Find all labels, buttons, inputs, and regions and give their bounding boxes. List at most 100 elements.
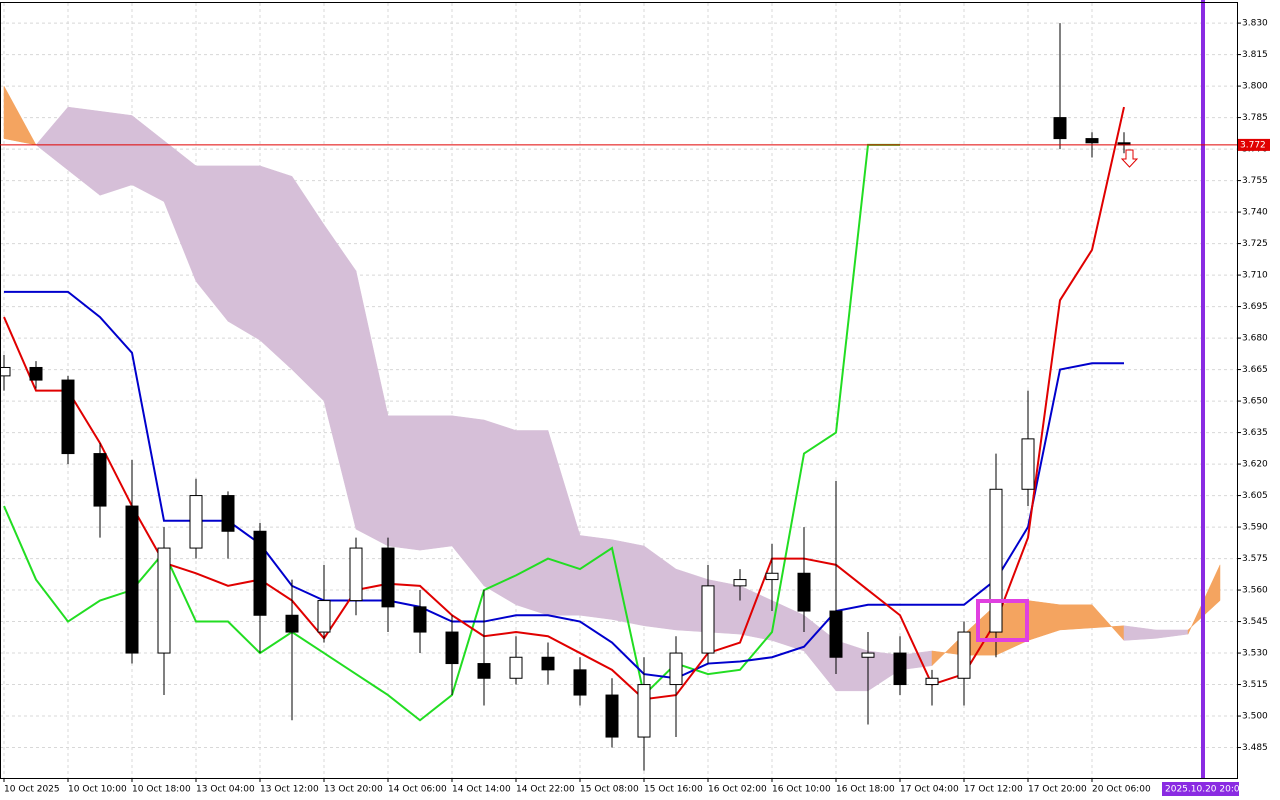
x-tick-label: 10 Oct 10:00	[68, 785, 127, 795]
candle-body	[637, 684, 651, 738]
x-tick-label: 20 Oct 06:00	[1092, 785, 1151, 795]
x-tick-label: 10 Oct 18:00	[132, 785, 191, 795]
plot-frame	[0, 2, 1238, 779]
candle-body	[925, 677, 939, 686]
candle-body	[893, 652, 907, 686]
candle-body	[253, 530, 267, 616]
candle-body	[989, 488, 1003, 633]
candle-body	[1053, 117, 1067, 140]
y-tick-label: 3.830	[1242, 19, 1268, 29]
y-tick-label: 3.695	[1242, 302, 1268, 312]
x-tick-label: 14 Oct 14:00	[452, 785, 511, 795]
y-tick-label: 3.590	[1242, 523, 1268, 533]
y-tick-label: 3.815	[1242, 50, 1268, 60]
y-tick-label: 3.605	[1242, 491, 1268, 501]
y-tick-label: 3.680	[1242, 334, 1268, 344]
candle-body	[445, 631, 459, 665]
last-price-label: 3.772	[1240, 140, 1266, 150]
x-tick-label: 16 Oct 10:00	[772, 785, 831, 795]
cloud-segment	[3, 85, 37, 146]
x-tick-label: 14 Oct 06:00	[388, 785, 447, 795]
candle-body	[29, 366, 43, 381]
candle-body	[0, 366, 11, 377]
candle-body	[829, 610, 843, 658]
x-tick-label: 14 Oct 22:00	[516, 785, 575, 795]
candle-body	[669, 652, 683, 686]
x-tick-label: 13 Oct 04:00	[196, 785, 255, 795]
y-tick-label: 3.785	[1242, 113, 1268, 123]
y-tick-label: 3.530	[1242, 649, 1268, 659]
x-tick-label: 17 Oct 04:00	[900, 785, 959, 795]
cloud-segment	[1059, 604, 1093, 631]
y-tick-label: 3.725	[1242, 239, 1268, 249]
candle-body	[957, 631, 971, 679]
y-tick-label: 3.500	[1242, 712, 1268, 722]
last-price-box	[1238, 138, 1270, 151]
cloud-segment	[515, 430, 549, 616]
x-tick-label: 15 Oct 08:00	[580, 785, 639, 795]
cloud-segment	[387, 415, 421, 551]
candle-body	[861, 652, 875, 658]
cloud-segment	[259, 165, 293, 371]
axis-layer: 3.8303.8153.8003.7853.7703.7553.7403.725…	[0, 19, 1270, 796]
y-tick-label: 3.665	[1242, 365, 1268, 375]
candle-body	[285, 614, 299, 633]
y-tick-label: 3.740	[1242, 208, 1268, 218]
highlight-box	[976, 599, 1029, 642]
y-tick-label: 3.650	[1242, 397, 1268, 407]
sell-arrow	[1120, 149, 1139, 168]
candle-body	[125, 505, 139, 654]
cloud-segment	[227, 165, 261, 341]
cloud-layer	[3, 85, 1221, 692]
x-tick-label: 15 Oct 16:00	[644, 785, 703, 795]
candle-body	[765, 572, 779, 581]
x-tick-label: 13 Oct 12:00	[260, 785, 319, 795]
candle-body	[349, 547, 363, 602]
overlay-layer	[976, 0, 1205, 778]
grid-layer	[0, 3, 1237, 778]
cloud-segment	[419, 415, 453, 551]
candle-body	[605, 694, 619, 738]
candle-body	[797, 572, 811, 612]
candle-body	[477, 663, 491, 679]
y-tick-label: 3.545	[1242, 617, 1268, 627]
candle-body	[1021, 438, 1035, 490]
y-tick-label: 3.575	[1242, 554, 1268, 564]
crosshair-time-box	[1162, 782, 1239, 796]
y-tick-label: 3.485	[1242, 743, 1268, 753]
candle-body	[413, 606, 427, 633]
x-tick-label: 17 Oct 12:00	[964, 785, 1023, 795]
candle-body	[381, 547, 395, 608]
x-tick-label: 10 Oct 2025	[4, 785, 60, 795]
x-tick-label: 16 Oct 18:00	[836, 785, 895, 795]
x-tick-label: 17 Oct 20:00	[1028, 785, 1087, 795]
candle-layer	[0, 23, 1131, 771]
candle-body	[701, 585, 715, 654]
candle-body	[509, 656, 523, 679]
y-tick-label: 3.620	[1242, 460, 1268, 470]
y-tick-label: 3.710	[1242, 271, 1268, 281]
candle-body	[157, 547, 171, 654]
y-tick-label: 3.755	[1242, 176, 1268, 186]
y-tick-label: 3.515	[1242, 680, 1268, 690]
y-tick-label: 3.800	[1242, 82, 1268, 92]
candle-body	[573, 669, 587, 696]
candle-body	[733, 579, 747, 587]
cloud-segment	[611, 539, 645, 627]
candle-body	[541, 656, 555, 671]
x-tick-label: 16 Oct 02:00	[708, 785, 767, 795]
cloud-segment	[579, 535, 613, 620]
candle-body	[1085, 138, 1099, 144]
candle-body	[189, 495, 203, 549]
candle-body	[93, 453, 107, 507]
crosshair-time-label: 2025.10.20 20:00	[1165, 785, 1246, 795]
y-tick-label: 3.560	[1242, 586, 1268, 596]
candle-body	[61, 379, 75, 455]
cloud-segment	[99, 111, 133, 196]
x-tick-label: 13 Oct 20:00	[324, 785, 383, 795]
candle-body	[221, 495, 235, 532]
y-tick-label: 3.635	[1242, 428, 1268, 438]
